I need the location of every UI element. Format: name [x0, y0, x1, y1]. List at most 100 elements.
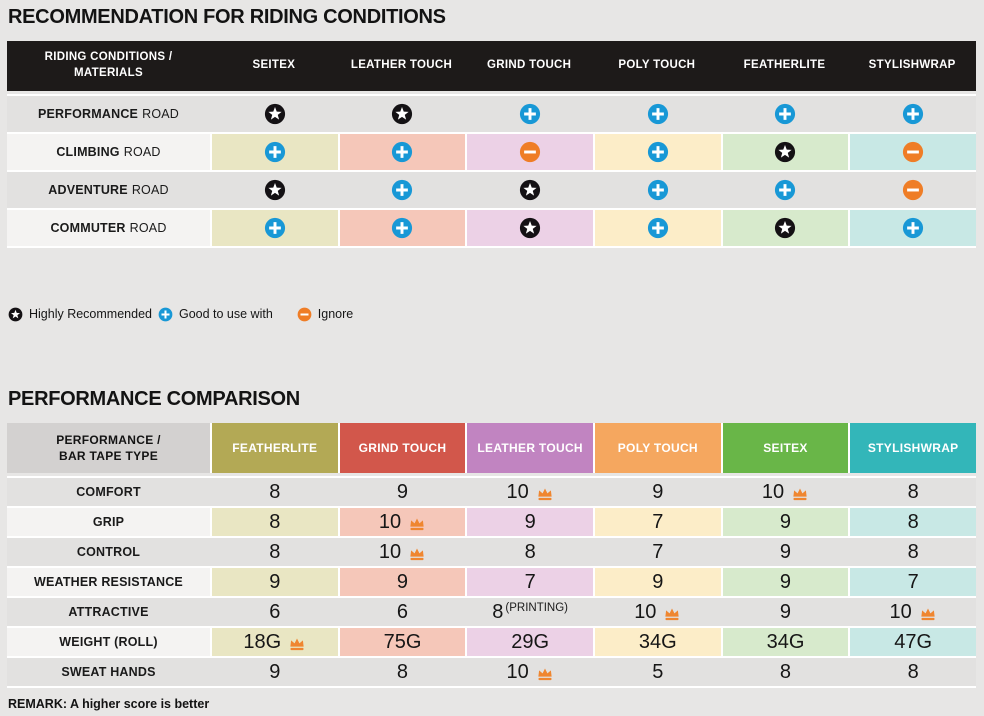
score-cell: 10	[848, 598, 976, 626]
row-label-strong: COMMUTER	[50, 221, 126, 235]
score-cell: 34G	[720, 628, 849, 656]
minus-icon	[902, 179, 924, 201]
rating-cell	[592, 172, 721, 208]
minus-icon	[519, 141, 541, 163]
score-cell: 8	[210, 538, 338, 566]
star-icon	[264, 103, 286, 125]
row-label-text: SWEAT HANDS	[61, 665, 156, 679]
score-cell: 34G	[592, 628, 721, 656]
score-cell: 10	[465, 658, 593, 686]
rating-cell	[720, 96, 849, 132]
score-cell: 29G	[465, 628, 593, 656]
t2-row-weather-resistance: WEATHER RESISTANCE 9 9 7 9 9 7	[7, 568, 976, 596]
row-label-text: CONTROL	[76, 545, 141, 559]
score-cell: 8	[337, 658, 466, 686]
row-label-text: COMMUTER ROAD	[50, 221, 166, 235]
score-cell: 8	[210, 508, 338, 536]
plus-icon	[391, 179, 413, 201]
score-value: 8	[269, 480, 281, 503]
row-label-normal: ROAD	[129, 221, 167, 235]
score-value: 34G	[638, 630, 677, 653]
remark: REMARK: A higher score is better	[8, 697, 210, 711]
rating-cell	[210, 210, 338, 246]
plus-icon	[902, 217, 924, 239]
score-cell: 9	[337, 478, 466, 506]
riding-table-header: RIDING CONDITIONS / MATERIALS SEITEX LEATHE…	[7, 41, 976, 91]
score-cell: 7	[465, 568, 593, 596]
score-value: 8	[907, 660, 919, 683]
score-cell: 6	[337, 598, 466, 626]
legend-item-good-to-use-with: Good to use with	[158, 307, 273, 322]
crown-icon	[288, 637, 306, 651]
score-value: 8	[907, 510, 919, 533]
score-value: 9	[652, 570, 664, 593]
crown-icon	[536, 487, 554, 501]
score-cell: 75G	[337, 628, 466, 656]
legend-label: Highly Recommended	[29, 307, 152, 321]
crown-icon	[919, 607, 937, 621]
performance-comparison-table: PERFORMANCE / BAR TAPE TYPE FEATHERLITE GRI…	[7, 423, 976, 688]
star-icon	[8, 307, 23, 322]
score-value: 7	[652, 510, 664, 533]
row-label-strong: ADVENTURE	[48, 183, 128, 197]
score-value: 8	[907, 540, 919, 563]
plus-icon	[647, 179, 669, 201]
row-label-normal: ROAD	[123, 145, 161, 159]
column-header-leather-touch: LEATHER TOUCH	[350, 59, 453, 72]
score-value: 9	[269, 660, 281, 683]
score-value: 47G	[894, 630, 933, 653]
star-icon	[519, 179, 541, 201]
column-header-poly-touch: POLY TOUCH	[592, 423, 721, 473]
score-value: 9	[652, 480, 664, 503]
score-cell: 18G	[210, 628, 338, 656]
row-label: CLIMBING ROAD	[7, 134, 210, 170]
crown-icon	[536, 667, 554, 681]
crown-icon	[408, 547, 426, 561]
score-value: 8	[907, 480, 919, 503]
rating-cell	[210, 134, 338, 170]
column-header-leather-touch: LEATHER TOUCH	[465, 423, 593, 473]
row-label: SWEAT HANDS	[7, 658, 210, 686]
column-header-featherlite: FEATHERLITE	[743, 59, 826, 72]
riding-conditions-table: RIDING CONDITIONS / MATERIALS SEITEX LEATHE…	[7, 41, 976, 248]
legend-item-highly-recommended: Highly Recommended	[8, 307, 152, 322]
row-label: PERFORMANCE ROAD	[7, 96, 210, 132]
score-cell: 10	[592, 598, 721, 626]
score-cell: 9	[210, 568, 338, 596]
column-header-stylishwrap: STYLISHWRAP	[848, 423, 976, 473]
row-label-normal: ROAD	[131, 183, 169, 197]
crown-icon	[791, 487, 809, 501]
plus-icon	[158, 307, 173, 322]
t2-row-comfort: COMFORT 8 9 10 9 10 8	[7, 478, 976, 506]
column-header-seitex: SEITEX	[252, 59, 296, 72]
score-value: 6	[396, 600, 409, 623]
rating-cell	[848, 96, 976, 132]
score-value: 10	[378, 510, 402, 533]
score-value: 7	[524, 570, 536, 593]
recommendation-title: RECOMMENDATION FOR RIDING CONDITIONS	[8, 6, 446, 28]
row-label-text: ADVENTURE ROAD	[48, 183, 169, 197]
row-label-strong: CLIMBING	[56, 145, 120, 159]
score-value: 8	[524, 540, 536, 563]
score-value: 8	[269, 510, 281, 533]
star-icon	[774, 141, 796, 163]
row-label-text: CLIMBING ROAD	[56, 145, 160, 159]
score-value: 9	[396, 480, 409, 503]
t1-row-performance-road: PERFORMANCE ROAD	[7, 96, 976, 132]
row-label: GRIP	[7, 508, 210, 536]
rating-cell	[848, 172, 976, 208]
legend-item-ignore: Ignore	[297, 307, 353, 322]
legend-label: Good to use with	[178, 307, 273, 321]
column-header-seitex: SEITEX	[720, 423, 849, 473]
score-value: 9	[779, 510, 792, 533]
score-cell: 9	[720, 508, 849, 536]
row-label: COMMUTER ROAD	[7, 210, 210, 246]
star-icon	[391, 103, 413, 125]
rating-cell	[210, 96, 338, 132]
score-cell: 7	[592, 538, 721, 566]
crown-icon	[408, 517, 426, 531]
rating-cell	[592, 96, 721, 132]
plus-icon	[902, 103, 924, 125]
rating-cell	[465, 134, 593, 170]
plus-icon	[264, 141, 286, 163]
